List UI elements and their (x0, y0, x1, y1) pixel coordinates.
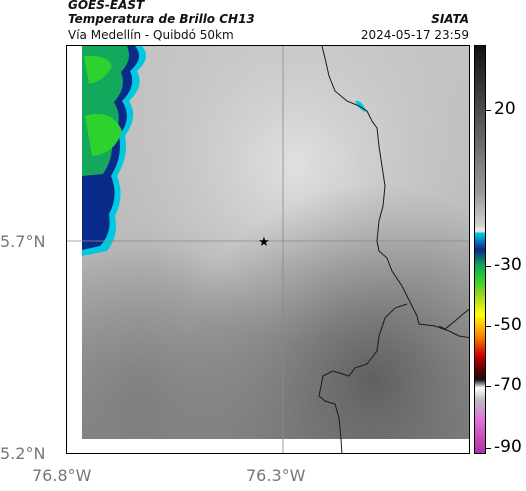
colorbar-tick (486, 266, 491, 267)
lon-label-right: 76.3°W (246, 466, 306, 485)
warm-area-southwest (82, 46, 469, 439)
colorbar-label-minus90: -90 (494, 437, 522, 457)
no-data-band-bottom (67, 439, 469, 453)
department-boundary-north (321, 46, 469, 339)
map-canvas: ★ (67, 46, 469, 453)
colorbar-label-20: 20 (494, 99, 516, 119)
colorbar-label-minus50: -50 (494, 315, 522, 335)
timestamp: 2024-05-17 23:59 (360, 28, 469, 42)
colorbar-label-minus70: -70 (494, 375, 522, 395)
map-title: GOES-EAST (68, 0, 145, 12)
org-label: SIATA (431, 12, 469, 26)
colorbar-tick (486, 386, 491, 387)
colorbar-label-minus30: -30 (494, 255, 522, 275)
satellite-map[interactable]: ★ (66, 45, 470, 454)
cold-cloud-patch (82, 46, 366, 256)
colorbar-tick (486, 448, 491, 449)
colorbar-tick (486, 110, 491, 111)
department-boundary-east (438, 308, 469, 330)
colorbar-tick (486, 326, 491, 327)
colorbar (474, 45, 486, 454)
star-icon: ★ (258, 235, 270, 250)
map-subtitle: Temperatura de Brillo CH13 (68, 12, 255, 26)
lat-label-bottom: 5.2°N (0, 444, 46, 463)
no-data-band-left (67, 46, 82, 453)
route-label: Vía Medellín - Quibdó 50km (68, 28, 234, 42)
lon-label-left: 76.8°W (32, 466, 92, 485)
lat-label-top: 5.7°N (0, 232, 46, 251)
department-boundary-south (318, 303, 408, 453)
